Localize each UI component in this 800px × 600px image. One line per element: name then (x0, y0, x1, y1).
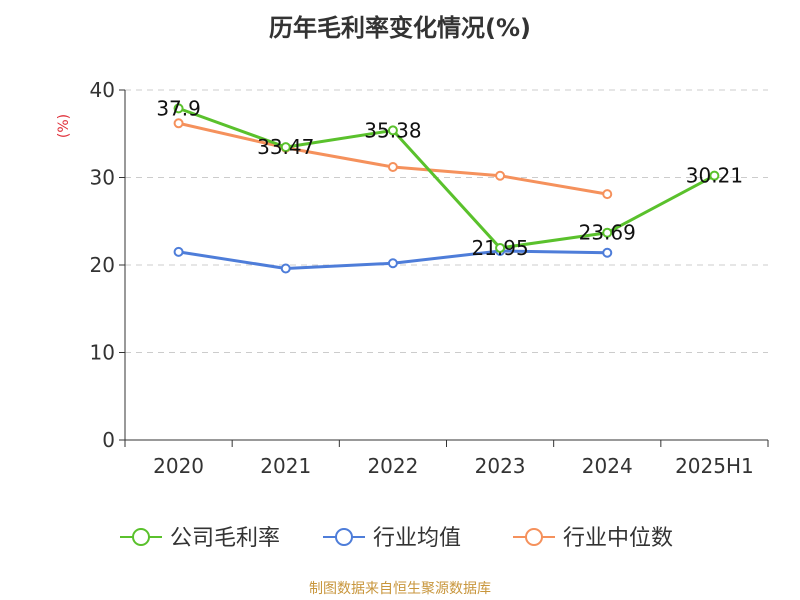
data-point (495, 170, 506, 181)
x-tick-label: 2020 (153, 454, 204, 478)
legend-label: 行业均值 (373, 526, 461, 551)
grid-layer (125, 89, 768, 353)
data-label: 21.95 (471, 236, 528, 260)
legend-marker (525, 528, 543, 546)
data-point (387, 162, 398, 172)
data-label: 35.38 (364, 118, 421, 142)
data-point (709, 170, 720, 181)
x-tick-label: 2022 (367, 454, 418, 478)
data-point (173, 103, 184, 114)
legend-label: 公司毛利率 (170, 526, 280, 551)
x-tick-label: 2023 (475, 454, 526, 478)
data-point (280, 142, 291, 153)
y-tick-label: 40 (90, 78, 115, 102)
y-tick-label: 20 (90, 253, 115, 277)
y-tick-label: 10 (90, 341, 115, 365)
y-axis-label: (%) (56, 114, 72, 138)
data-point (173, 118, 184, 129)
data-point (602, 227, 613, 238)
data-label: 33.47 (257, 135, 314, 159)
data-point (387, 258, 398, 269)
data-label: 23.69 (579, 221, 636, 245)
legend-label: 行业中位数 (563, 526, 673, 551)
x-tick-label: 2024 (582, 454, 633, 478)
series-layer (173, 103, 720, 274)
data-label: 37.9 (156, 96, 201, 120)
legend-marker (335, 528, 353, 546)
x-tick-label: 2021 (260, 454, 311, 478)
data-label: 30.21 (686, 164, 743, 188)
source-note: 制图数据来自恒生聚源数据库 (309, 581, 491, 597)
data-point (495, 242, 506, 253)
legend: 公司毛利率 行业均值 行业中位数 (120, 526, 673, 551)
data-point (387, 125, 398, 136)
chart-title: 历年毛利率变化情况(%) (269, 14, 531, 42)
x-tick-label: 2025H1 (675, 454, 754, 478)
y-tick-label: 30 (90, 166, 115, 190)
legend-marker (132, 528, 150, 546)
series-line (178, 106, 716, 250)
data-point (602, 247, 613, 258)
data-label-layer: 37.9 33.47 35.38 21.95 23.69 30.21 (156, 96, 743, 260)
axis-layer: 0 10 20 30 40 (%) 2020 2021 2022 2023 2024 2025H1 (56, 78, 769, 478)
data-point (173, 246, 184, 257)
data-point (280, 263, 291, 274)
y-tick-label: 0 (102, 428, 115, 452)
data-point (602, 189, 613, 200)
